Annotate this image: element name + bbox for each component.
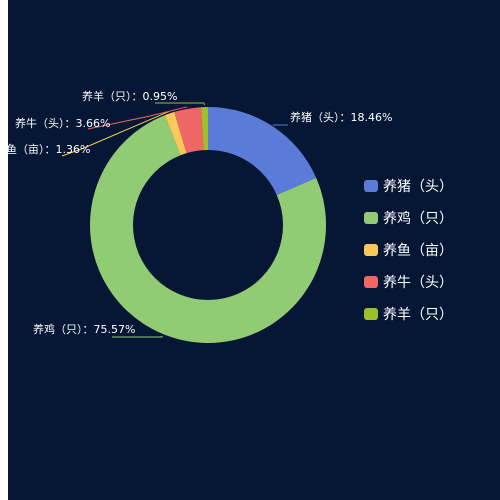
- slice-3[interactable]: [174, 107, 204, 154]
- slice-label-1: 养鸡（只）：75.57%: [33, 322, 135, 336]
- legend-swatch-0[interactable]: [364, 180, 378, 192]
- label-leader-lines: [61, 102, 288, 338]
- slice-labels: 养猪（头）：18.46% 养鸡（只）：75.57% 养鱼（亩）：1.36% 养牛（头）…: [0, 89, 392, 336]
- chart-background: [8, 0, 500, 500]
- legend-swatch-4[interactable]: [364, 308, 378, 320]
- slice-label-0: 养猪（头）：18.46%: [290, 110, 392, 124]
- legend-label-3[interactable]: 养牛（头）: [383, 275, 453, 291]
- leader-line-1: [112, 335, 163, 338]
- slice-0[interactable]: [208, 107, 317, 196]
- leader-line-2: [61, 111, 170, 157]
- leader-line-3: [87, 106, 188, 130]
- legend: 养猪（头） 养鸡（只） 养鱼（亩） 养牛（头） 养羊（只）: [364, 179, 453, 323]
- left-border-strip: [0, 0, 8, 500]
- slice-label-4: 养羊（只）：0.95%: [82, 89, 177, 103]
- slice-label-2: 养鱼（亩）：1.36%: [0, 142, 90, 156]
- leader-line-4: [155, 102, 205, 106]
- legend-label-2[interactable]: 养鱼（亩）: [383, 242, 453, 259]
- slice-label-3: 养牛（头）：3.66%: [15, 116, 110, 130]
- legend-label-1[interactable]: 养鸡（只）: [383, 210, 453, 227]
- legend-swatch-3[interactable]: [364, 276, 378, 288]
- slice-1[interactable]: [89, 115, 326, 344]
- legend-label-4[interactable]: 养羊（只）: [383, 307, 453, 323]
- slice-2[interactable]: [164, 111, 187, 156]
- legend-label-0[interactable]: 养猪（头）: [383, 179, 453, 195]
- donut-slices: [89, 107, 326, 344]
- legend-swatch-2[interactable]: [364, 244, 378, 256]
- legend-swatch-1[interactable]: [364, 212, 378, 224]
- slice-4[interactable]: [200, 107, 208, 151]
